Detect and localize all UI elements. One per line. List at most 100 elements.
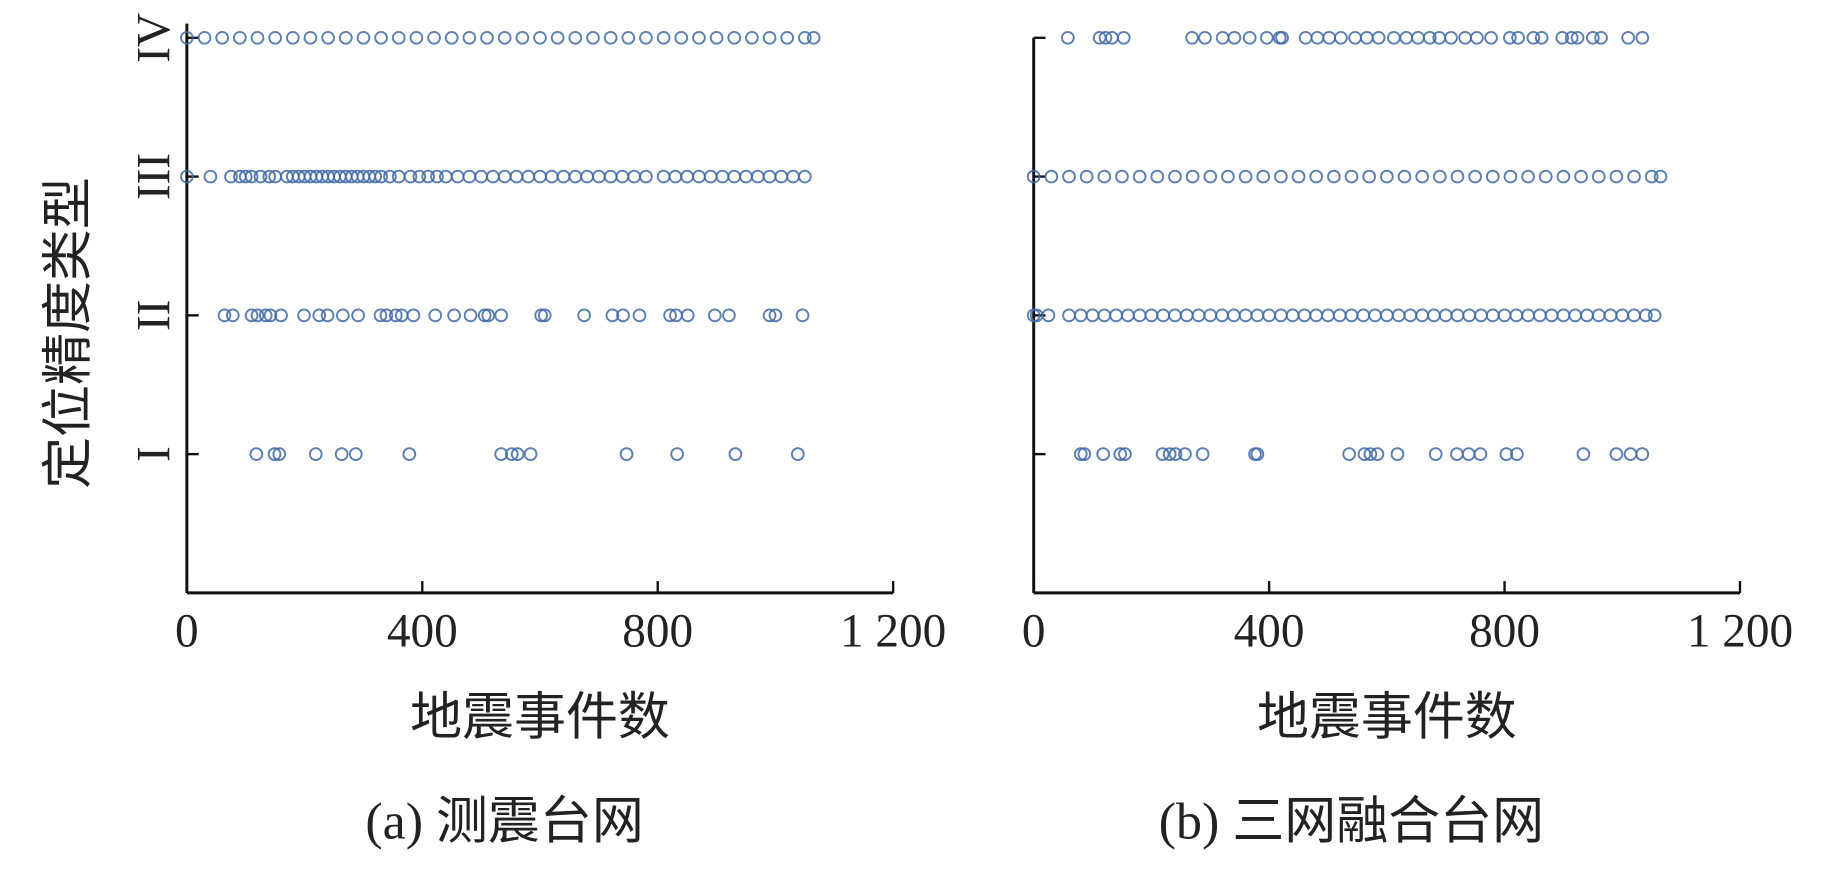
point: [1450, 308, 1465, 323]
point: [1379, 308, 1394, 323]
point: [1242, 30, 1257, 45]
point: [494, 308, 509, 323]
point: [568, 169, 583, 184]
point: [1098, 30, 1113, 45]
point: [1062, 308, 1076, 323]
point: [1623, 447, 1638, 461]
point: [1534, 30, 1549, 45]
point: [1544, 308, 1559, 323]
point: [534, 308, 549, 323]
point: [430, 169, 444, 184]
point: [244, 308, 259, 323]
point: [1485, 169, 1500, 184]
point: [1391, 308, 1406, 323]
point: [605, 308, 620, 323]
point: [1344, 169, 1359, 184]
point: [224, 169, 238, 184]
point: [1371, 30, 1386, 45]
point: [1379, 169, 1394, 184]
point: [1362, 169, 1377, 184]
point: [1370, 447, 1385, 461]
point: [728, 447, 743, 461]
point: [1309, 169, 1324, 184]
point: [1403, 308, 1418, 323]
point: [335, 308, 350, 323]
point: [680, 308, 695, 323]
point: [462, 30, 477, 45]
y-tick-label: IV: [128, 13, 180, 63]
point: [1238, 169, 1253, 184]
point: [1473, 447, 1488, 461]
point: [1322, 30, 1337, 45]
point: [1591, 308, 1606, 323]
point: [592, 169, 606, 184]
point: [463, 308, 478, 323]
point: [1503, 169, 1518, 184]
point: [1250, 308, 1265, 323]
point: [1118, 447, 1132, 461]
point: [1647, 308, 1662, 323]
point: [1132, 169, 1147, 184]
point: [1511, 30, 1525, 45]
x-tick-label: 1 200: [840, 605, 946, 657]
point: [544, 169, 559, 184]
point: [388, 308, 403, 323]
point: [1179, 308, 1194, 323]
point: [427, 30, 441, 45]
point: [1041, 308, 1056, 323]
y-tick-label: II: [128, 300, 180, 331]
point: [1415, 169, 1430, 184]
point: [1653, 169, 1668, 184]
point: [285, 30, 300, 45]
point: [258, 308, 273, 323]
point: [391, 169, 406, 184]
point: [1390, 447, 1405, 461]
point: [1144, 308, 1159, 323]
point: [798, 169, 812, 184]
point: [521, 169, 536, 184]
point: [1399, 30, 1414, 45]
point: [1062, 169, 1076, 184]
point: [727, 30, 742, 45]
point: [1470, 30, 1484, 45]
point: [1627, 169, 1641, 184]
point: [1462, 308, 1477, 323]
x-tick-label: 400: [387, 605, 458, 657]
point: [428, 308, 443, 323]
point: [1422, 30, 1437, 45]
point: [1274, 169, 1288, 184]
point: [412, 169, 427, 184]
point: [1215, 30, 1230, 45]
point: [1113, 447, 1128, 461]
point: [1155, 447, 1170, 461]
point: [603, 169, 618, 184]
point: [1615, 308, 1630, 323]
point: [1450, 169, 1465, 184]
point: [1576, 447, 1591, 461]
point: [1297, 308, 1312, 323]
point: [225, 308, 240, 323]
point: [1121, 308, 1135, 323]
point: [577, 308, 592, 323]
x-tick-label: 800: [622, 605, 693, 657]
point: [1026, 169, 1041, 184]
point: [263, 308, 278, 323]
point: [663, 308, 677, 323]
point: [537, 308, 552, 323]
point: [1060, 30, 1075, 45]
point: [308, 447, 323, 461]
point: [515, 30, 530, 45]
point: [1510, 447, 1524, 461]
point: [768, 308, 783, 323]
point: [1116, 30, 1131, 45]
point: [509, 169, 524, 184]
point: [1484, 30, 1498, 45]
point: [1474, 308, 1488, 323]
point: [1638, 308, 1653, 323]
point: [603, 30, 618, 45]
point: [656, 30, 671, 45]
point: [780, 30, 795, 45]
point: [368, 169, 383, 184]
point: [1275, 30, 1289, 45]
point: [1627, 308, 1641, 323]
